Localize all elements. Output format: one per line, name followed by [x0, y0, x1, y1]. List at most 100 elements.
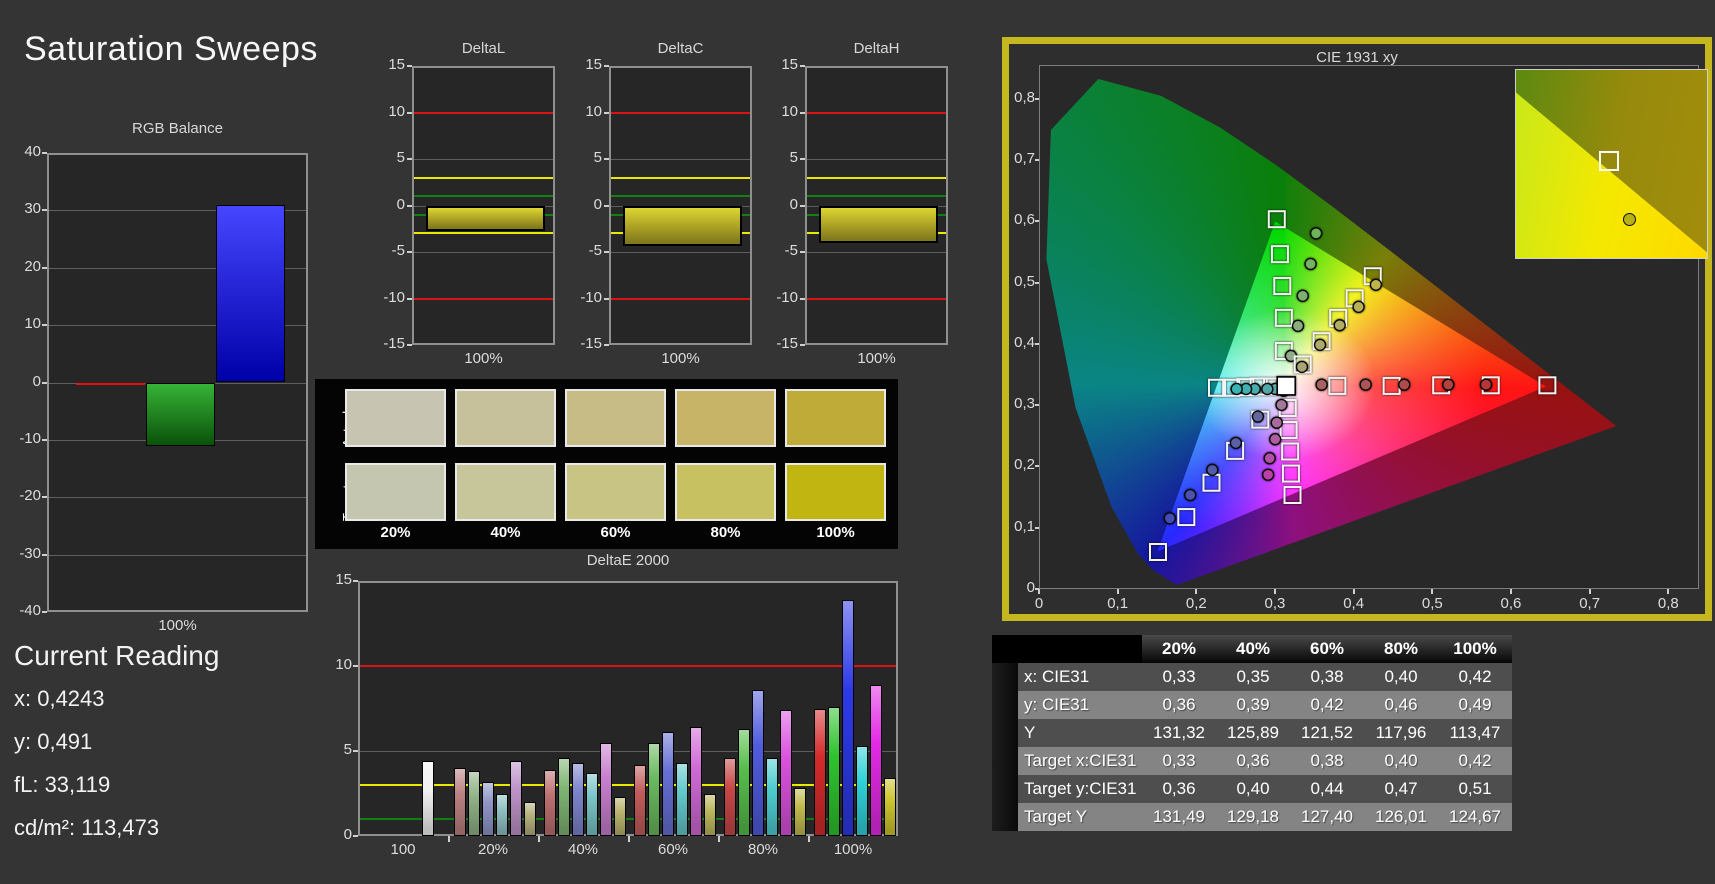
- gridline: [414, 252, 553, 253]
- rgb-bar-green: [146, 382, 215, 446]
- delta_l-x-label: 100%: [464, 350, 503, 367]
- rgb-y-tick: [42, 611, 47, 613]
- table-cell: 124,67: [1438, 803, 1512, 831]
- actual-swatch-20%: [345, 389, 446, 447]
- delta_l-title: DeltaL: [461, 40, 506, 57]
- red-measured-marker: [1442, 378, 1455, 391]
- table-cell: 0,33: [1142, 663, 1216, 691]
- delta_h-y-tick: [800, 297, 805, 300]
- table-column-header: 100%: [1438, 635, 1512, 663]
- deltae-bar-blue: [662, 732, 674, 836]
- gridline: [49, 267, 306, 269]
- delta_h-y-tick: [800, 158, 805, 160]
- deltae-bar-magenta: [510, 761, 522, 836]
- cyan-measured-marker: [1261, 382, 1274, 396]
- rgb-balance-plot[interactable]: [47, 153, 308, 612]
- magenta-target-marker: [1279, 421, 1298, 440]
- gridline: [611, 252, 750, 253]
- table-column-header: 20%: [1142, 635, 1216, 663]
- current-reading-fl: fL: 33,119: [14, 772, 111, 797]
- delta_c-plot[interactable]: [609, 66, 752, 345]
- delta_l-plot[interactable]: [412, 66, 555, 345]
- blue-measured-marker: [1206, 463, 1219, 477]
- rgb-y-tick-label: -30: [19, 544, 41, 562]
- green-measured-marker: [1304, 257, 1317, 271]
- deltae-bar-green: [738, 728, 750, 836]
- red-measured-marker: [1479, 378, 1493, 391]
- rgb-y-tick-label: 40: [24, 143, 41, 160]
- table-cell: 0,49: [1438, 691, 1512, 719]
- delta_c-y-tick: [604, 111, 609, 114]
- deltae-y-tick-label: 15: [335, 571, 352, 588]
- delta_h-plot[interactable]: [805, 66, 948, 345]
- blue-target-marker: [1202, 473, 1221, 492]
- delta_c-y-tick-label: 5: [593, 149, 602, 166]
- delta_l-y-tick: [407, 204, 412, 207]
- magenta-measured-marker: [1275, 398, 1288, 412]
- target-swatch-60%: [565, 463, 666, 521]
- cie-y-tick-label: 0: [1026, 579, 1035, 596]
- table-cell: 0,42: [1438, 747, 1512, 775]
- deltae-bar-cyan: [766, 757, 778, 836]
- yellow-measured-marker: [1313, 338, 1327, 352]
- cie-y-tick: [1035, 526, 1039, 529]
- rgb-y-tick: [42, 324, 47, 327]
- rgb-y-tick-label: 20: [24, 257, 41, 275]
- deltae-bar-cyan: [586, 773, 598, 836]
- yellow-measured-marker: [1333, 319, 1346, 332]
- table-cell: 0,36: [1142, 691, 1216, 719]
- delta_h-y-tick: [800, 65, 805, 67]
- cie-1931-panel[interactable]: CIE 1931 xy 0 0,1 0,2 0,3 0,4 0,5 0,6 0,7 0,8 0 0,1…: [1002, 37, 1712, 621]
- limit-line: [414, 232, 553, 235]
- table-cell: 121,52: [1290, 719, 1364, 747]
- table-cell: 113,47: [1438, 719, 1512, 747]
- target-swatch-20%: [345, 463, 446, 521]
- green-measured-marker: [1309, 227, 1323, 240]
- table-row-label: Target Y: [1018, 803, 1142, 831]
- cie-x-tick-label: 0,1: [1107, 595, 1129, 612]
- table-row-marker: [992, 691, 1018, 719]
- rgb-y-tick-label: 10: [24, 315, 41, 333]
- limit-line: [807, 176, 946, 179]
- deltae-plot[interactable]: [358, 581, 898, 836]
- saturation-swatch-panel: ActualTarget20%40%60%80%100%: [315, 379, 898, 549]
- swatch-col-label: 40%: [490, 524, 521, 541]
- table-cell: 0,47: [1364, 775, 1438, 803]
- swatch-col-label: 20%: [380, 524, 411, 541]
- delta_c-y-tick: [604, 344, 609, 346]
- magenta-measured-marker: [1269, 433, 1282, 446]
- deltae-bar-red: [634, 764, 646, 836]
- actual-swatch-60%: [565, 389, 666, 447]
- delta_c-title: DeltaC: [657, 40, 704, 57]
- deltae-bar-yellow: [704, 793, 716, 836]
- green-target-marker: [1273, 277, 1292, 296]
- delta_c-y-tick: [604, 251, 609, 253]
- table-corner: [1018, 635, 1142, 663]
- target-swatch-40%: [455, 463, 556, 521]
- deltae-title: DeltaE 2000: [586, 552, 670, 569]
- deltae-bar-magenta: [780, 710, 792, 836]
- gridline: [611, 159, 750, 160]
- delta_l-y-tick: [407, 158, 412, 160]
- gridline: [49, 497, 306, 499]
- blue-measured-marker: [1184, 488, 1197, 502]
- deltae-bar-yellow: [614, 796, 626, 836]
- delta_h-y-tick: [800, 111, 805, 114]
- delta_l-y-tick: [407, 251, 412, 253]
- swatch-col-label: 100%: [816, 524, 855, 541]
- saturation-table: 20% 40% 60% 80% 100% x: CIE31 0,33 0,35 0,38 0,40…: [992, 635, 1512, 831]
- gridline: [360, 751, 896, 752]
- rgb-y-tick-label: -20: [19, 487, 41, 505]
- limit-line: [807, 297, 946, 300]
- rgb-y-tick-label: 30: [24, 200, 41, 218]
- white-target-marker: [1276, 376, 1297, 396]
- current-reading-cdm2: cd/m²: 113,473: [14, 815, 160, 840]
- yellow-measured-marker: [1352, 300, 1365, 314]
- delta_l-y-tick: [407, 111, 412, 114]
- deltae-x-tick: [808, 836, 810, 842]
- table-row-label: x: CIE31: [1018, 663, 1142, 691]
- delta_l-y-tick-label: 0: [396, 195, 405, 213]
- delta_h-y-tick-label: 10: [781, 102, 798, 120]
- cie-y-tick: [1035, 97, 1039, 100]
